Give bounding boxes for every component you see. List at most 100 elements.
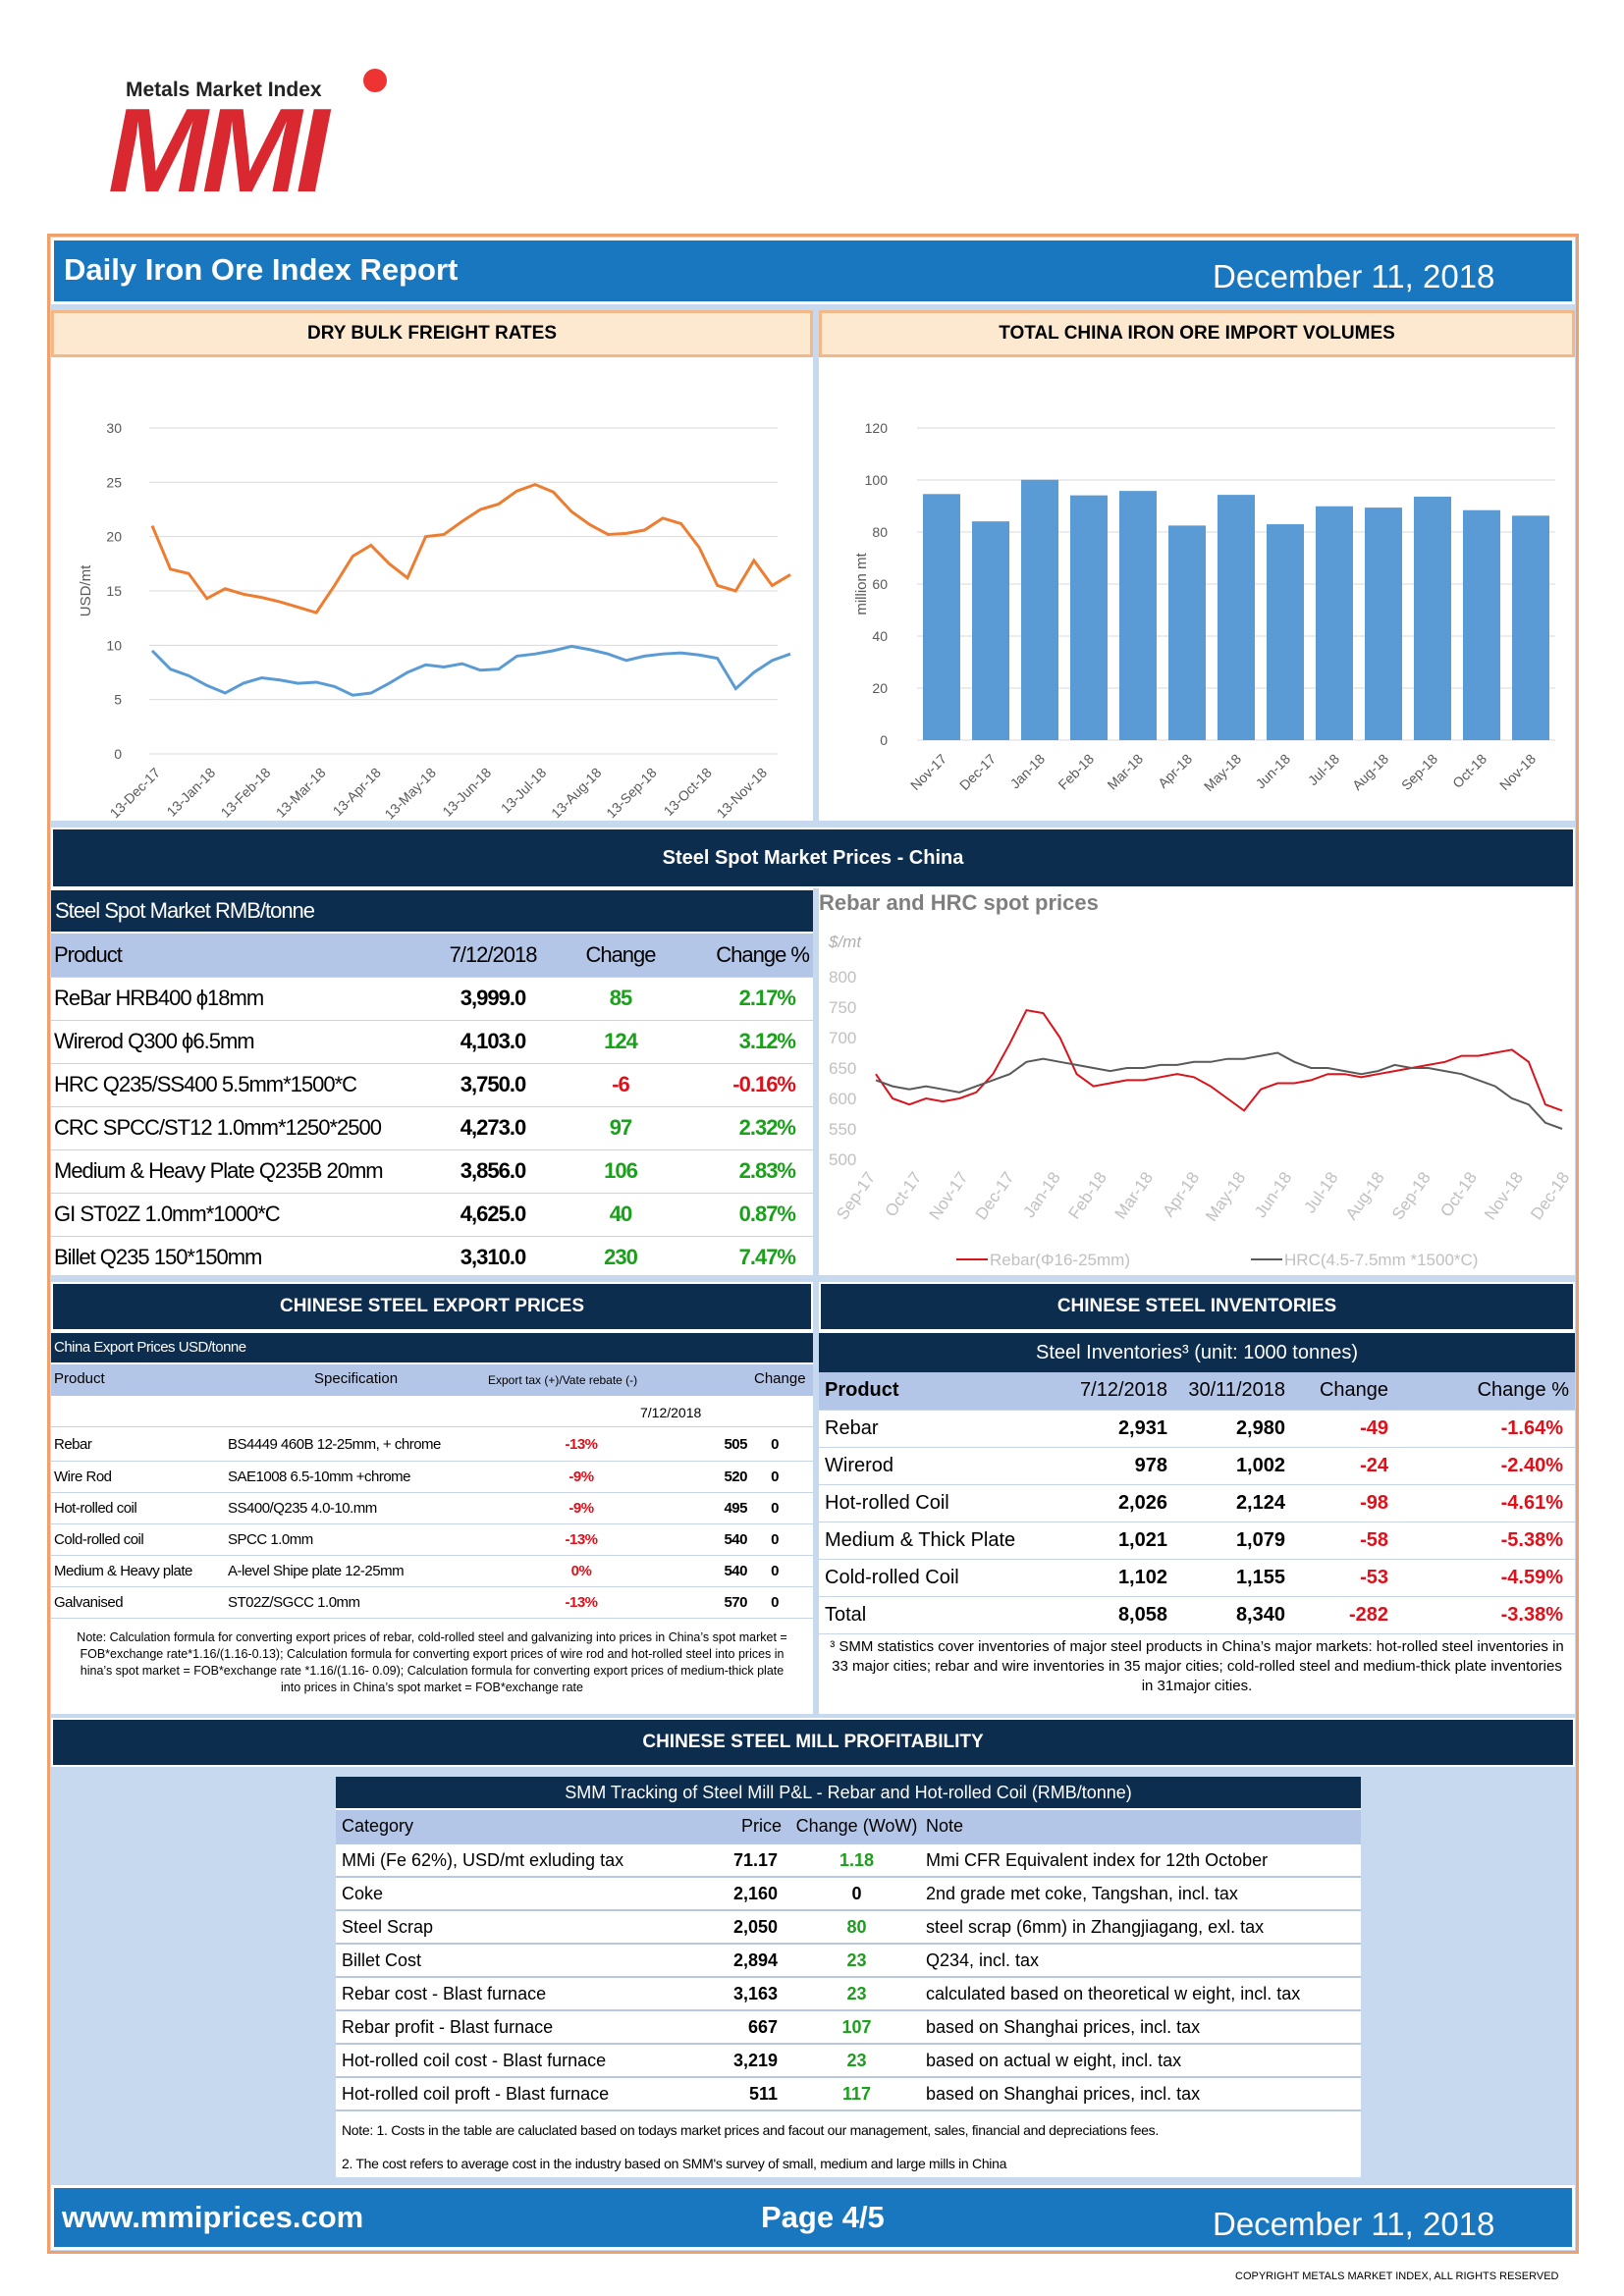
export-row: Rebar BS4449 460B 12-25mm, + chrome -13% 50…	[51, 1429, 813, 1462]
x-tick-label: Feb-18	[1064, 1168, 1110, 1222]
inventory-row: Cold-rolled Coil 1,102 1,155 -53 -4.59%	[819, 1559, 1575, 1597]
profit-category: Rebar cost - Blast furnace	[336, 1977, 699, 2011]
spot-price: 4,273.0	[424, 1106, 562, 1150]
y-tick-label: 600	[829, 1090, 856, 1108]
inv-header-product: Product	[819, 1372, 1059, 1411]
x-tick-label: Aug-18	[1342, 1168, 1388, 1223]
export-header-product: Product	[54, 1370, 105, 1387]
y-tick-label: 700	[829, 1029, 856, 1047]
inv-change: -98	[1285, 1484, 1388, 1522]
x-tick-label: 13-Mar-18	[273, 765, 329, 821]
profit-change: 107	[787, 2010, 920, 2045]
profit-header-category: Category	[336, 1810, 699, 1844]
spot-product: HRC Q235/SS400 5.5mm*1500*C	[51, 1063, 424, 1107]
profit-row: Billet Cost 2,894 23 Q234, incl. tax	[336, 1944, 1361, 1978]
profit-row: Rebar profit - Blast furnace 667 107 based …	[336, 2010, 1361, 2045]
spot-product: CRC SPCC/ST12 1.0mm*1250*2500	[51, 1106, 424, 1150]
spot-change: 124	[562, 1020, 679, 1064]
export-panel: China Export Prices USD/tonne Product Sp…	[51, 1331, 813, 1714]
hrc-line	[875, 1051, 1563, 1130]
export-price: 520	[635, 1461, 753, 1493]
y-tick-label: 40	[872, 628, 888, 644]
spot-product: ReBar HRB400 ϕ18mm	[51, 977, 424, 1021]
bar-Oct-18	[1463, 509, 1500, 740]
export-change: 0	[753, 1492, 796, 1524]
footer-url[interactable]: www.mmiprices.com	[62, 2200, 364, 2234]
x-tick-label: Jul-18	[1305, 751, 1342, 788]
profit-change: 1.18	[787, 1843, 920, 1878]
export-spacer	[796, 1555, 813, 1587]
inventory-section-header: CHINESE STEEL INVENTORIES	[819, 1282, 1575, 1331]
x-tick-label: 13-Sep-18	[603, 765, 660, 821]
imports-panel: TOTAL CHINA IRON ORE IMPORT VOLUMES 0 20 4…	[819, 310, 1575, 821]
inv-change-pct: -2.40%	[1388, 1447, 1575, 1485]
spot-chart-panel: Rebar and HRC spot prices $/mt 500 550 600 65…	[819, 888, 1575, 1275]
bar-May-18	[1218, 495, 1255, 740]
inventory-row: Wirerod 978 1,002 -24 -2.40%	[819, 1447, 1575, 1485]
footer-date: December 11, 2018	[1213, 2206, 1495, 2242]
rebar-line	[875, 1008, 1563, 1112]
y-tick-label: 100	[865, 472, 889, 488]
bar-Jul-18	[1316, 506, 1353, 740]
export-header-row: Product Specification Export tax (+)/Vat…	[51, 1364, 813, 1396]
y-tick-label: 60	[872, 576, 888, 592]
x-tick-label: 13-Apr-18	[329, 765, 383, 819]
bar-Sep-18	[1414, 496, 1451, 740]
export-tax: -9%	[527, 1492, 635, 1524]
header-product: Product	[51, 934, 424, 978]
chart-title: Rebar and HRC spot prices	[819, 890, 1099, 915]
spot-change-pct: 2.32%	[679, 1106, 813, 1150]
inventory-row: Rebar 2,931 2,980 -49 -1.64%	[819, 1410, 1575, 1448]
inventory-note: ³ SMM statistics cover inventories of ma…	[830, 1638, 1564, 1694]
profit-note-1: Note: 1. Costs in the table are caluclat…	[342, 2122, 1159, 2138]
inv-header-pct: Change %	[1388, 1372, 1575, 1411]
copyright: COPYRIGHT METALS MARKET INDEX, ALL RIGHT…	[1235, 2270, 1559, 2282]
export-table-title: China Export Prices USD/tonne	[51, 1333, 813, 1362]
profit-change: 80	[787, 1910, 920, 1945]
y-tick-label: 80	[872, 524, 888, 540]
export-spacer	[796, 1586, 813, 1619]
export-change: 0	[753, 1461, 796, 1493]
profit-note: based on Shanghai prices, incl. tax	[920, 2077, 1361, 2111]
spot-row: GI ST02Z 1.0mm*1000*C 4,625.0 40 0.87%	[51, 1193, 813, 1237]
bar-Dec-17	[972, 521, 1009, 740]
x-tick-label: 13-Dec-17	[107, 765, 164, 821]
inventory-header-row: Product 7/12/2018 30/11/2018 Change Chan…	[819, 1372, 1575, 1411]
y-tick-label: 5	[114, 692, 122, 708]
inv-previous: 1,155	[1167, 1559, 1285, 1597]
export-header-spec: Specification	[314, 1370, 399, 1387]
header-date: 7/12/2018	[424, 934, 562, 978]
export-date: 7/12/2018	[640, 1405, 702, 1420]
x-tick-label: Nov-17	[926, 1168, 972, 1223]
spot-row: CRC SPCC/ST12 1.0mm*1250*2500 4,273.0 97 2.…	[51, 1106, 813, 1150]
spot-row: ReBar HRB400 ϕ18mm 3,999.0 85 2.17%	[51, 977, 813, 1021]
spot-table-title: Steel Spot Market RMB/tonne	[51, 890, 813, 932]
export-row: Wire Rod SAE1008 6.5-10mm +chrome -9% 520 0	[51, 1461, 813, 1493]
y-tick-label: 15	[106, 583, 122, 599]
y-tick-label: 25	[106, 474, 122, 490]
inv-change: -282	[1285, 1596, 1388, 1634]
x-tick-label: May-18	[1202, 1168, 1249, 1224]
profit-table: Category Price Change (WoW) Note MMi (Fe…	[336, 1810, 1361, 2111]
x-tick-label: Oct-17	[882, 1168, 926, 1220]
spot-product: Medium & Heavy Plate Q235B 20mm	[51, 1149, 424, 1194]
inv-current: 1,102	[1059, 1559, 1167, 1597]
profit-row: MMi (Fe 62%), USD/mt exluding tax 71.17 1.…	[336, 1843, 1361, 1878]
export-product: Galvanised	[51, 1586, 228, 1619]
spot-change: 40	[562, 1193, 679, 1237]
profit-category: Hot-rolled coil cost - Blast furnace	[336, 2044, 699, 2078]
export-price: 495	[635, 1492, 753, 1524]
export-spacer	[796, 1429, 813, 1462]
profit-change: 117	[787, 2077, 920, 2111]
inv-current: 8,058	[1059, 1596, 1167, 1634]
profit-row: Hot-rolled coil cost - Blast furnace 3,21…	[336, 2044, 1361, 2078]
x-tick-label: Sep-18	[1398, 751, 1440, 793]
y-tick-label: 20	[106, 529, 122, 545]
profit-change: 23	[787, 1977, 920, 2011]
spot-change: 106	[562, 1149, 679, 1194]
inv-change: -24	[1285, 1447, 1388, 1485]
spot-change-pct: -0.16%	[679, 1063, 813, 1107]
spot-change: 97	[562, 1106, 679, 1150]
report-date: December 11, 2018	[1213, 258, 1495, 294]
x-tick-label: Oct-18	[1436, 1168, 1481, 1220]
